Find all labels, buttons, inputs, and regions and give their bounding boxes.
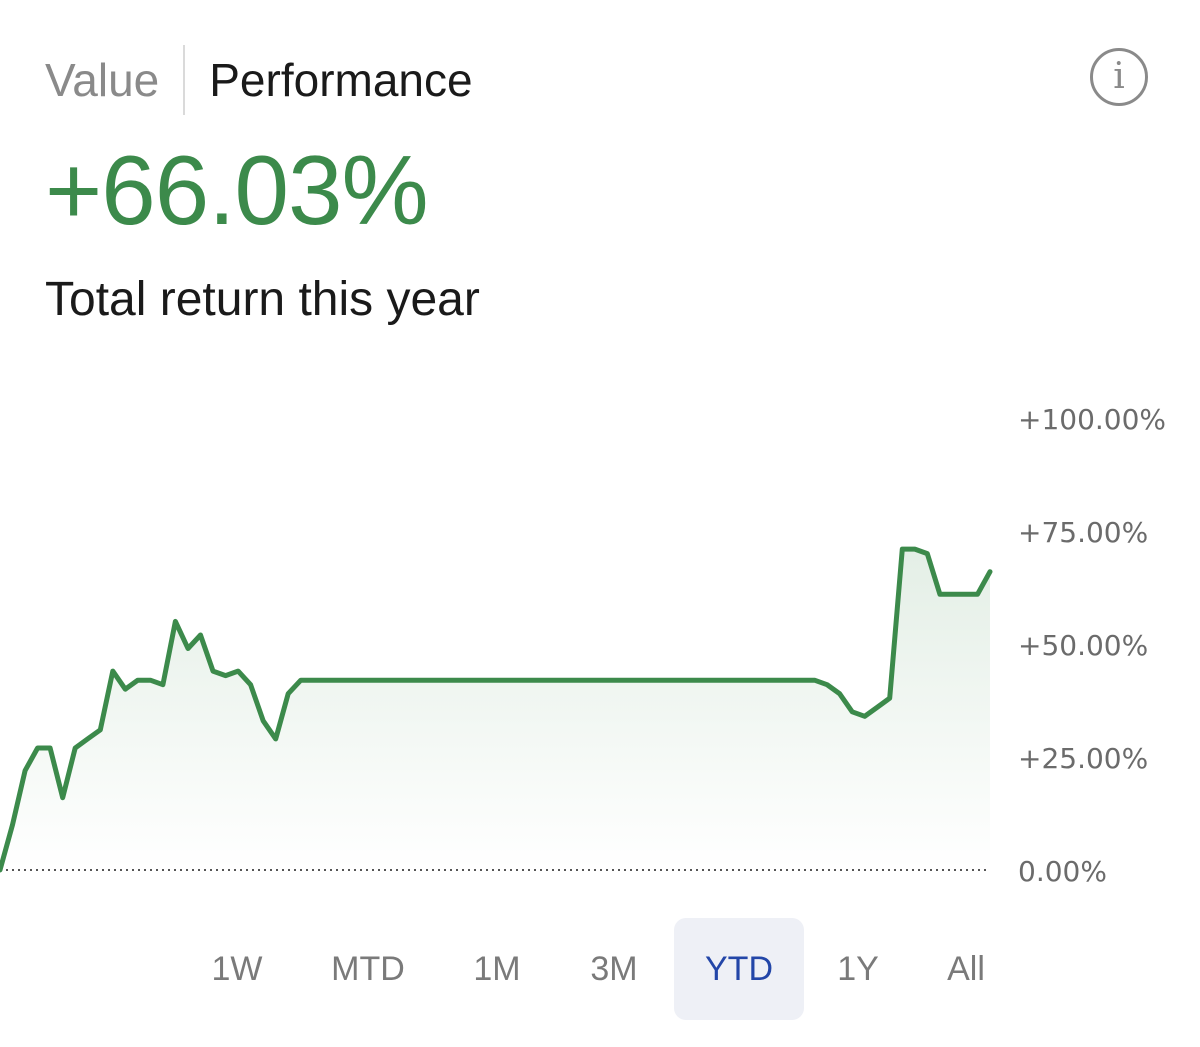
view-tabs: Value Performance <box>45 45 473 115</box>
performance-chart: +100.00% +75.00% +50.00% +25.00% 0.00% <box>0 403 1166 888</box>
total-return-caption: Total return this year <box>45 273 480 326</box>
return-line <box>0 546 993 873</box>
range-1y[interactable]: 1Y <box>837 950 879 988</box>
tab-divider <box>183 45 186 115</box>
range-all[interactable]: All <box>947 950 985 988</box>
y-tick-label: +100.00% <box>1018 403 1166 436</box>
tab-performance[interactable]: Performance <box>209 54 473 106</box>
tab-value[interactable]: Value <box>45 54 160 106</box>
return-area <box>0 549 990 870</box>
info-button[interactable]: i <box>1090 48 1148 106</box>
y-tick-label: +50.00% <box>1018 629 1148 662</box>
range-ytd[interactable]: YTD <box>674 918 804 1020</box>
info-icon: i <box>1113 56 1125 97</box>
y-tick-label: +75.00% <box>1018 516 1148 549</box>
y-tick-label: 0.00% <box>1018 855 1107 888</box>
range-3m[interactable]: 3M <box>590 950 638 988</box>
total-return-value: +66.03% <box>45 135 429 245</box>
range-1w[interactable]: 1W <box>211 950 263 988</box>
y-tick-label: +25.00% <box>1018 742 1148 775</box>
range-mtd[interactable]: MTD <box>331 950 405 988</box>
range-1m[interactable]: 1M <box>473 950 521 988</box>
range-selector: 1W MTD 1M 3M YTD 1Y All <box>0 918 1200 1020</box>
